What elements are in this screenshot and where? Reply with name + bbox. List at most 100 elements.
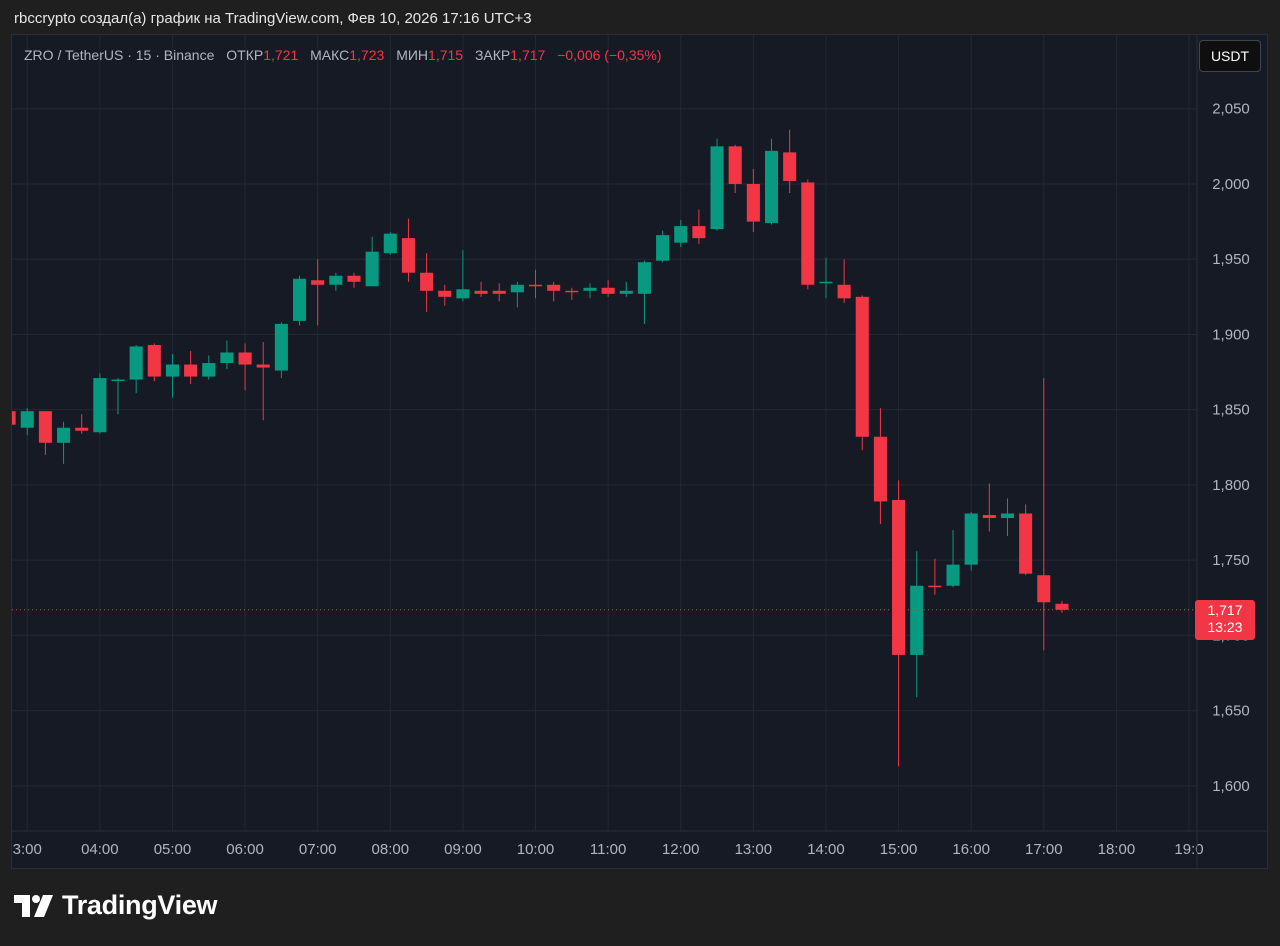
- candle[interactable]: [764, 138, 779, 225]
- candle-body: [38, 411, 52, 443]
- symbol-legend[interactable]: ZRO / TetherUS · 15 · Binance ОТКР1,721 …: [24, 47, 662, 63]
- candle[interactable]: [928, 558, 942, 595]
- candle[interactable]: [801, 179, 815, 290]
- candle-body: [438, 290, 452, 297]
- candle[interactable]: [1055, 600, 1069, 613]
- time-tick-label: 08:00: [372, 841, 410, 858]
- candle-body: [111, 379, 125, 382]
- candle[interactable]: [946, 530, 960, 588]
- candle-body: [256, 364, 270, 368]
- candle[interactable]: [311, 259, 325, 326]
- candle[interactable]: [274, 322, 288, 379]
- candle[interactable]: [256, 341, 270, 421]
- candle[interactable]: [165, 354, 180, 398]
- candle[interactable]: [38, 411, 52, 455]
- candle[interactable]: [783, 129, 797, 193]
- candle[interactable]: [347, 272, 361, 288]
- candle[interactable]: [184, 350, 198, 385]
- candle-body: [601, 287, 615, 294]
- candle-body: [928, 585, 942, 588]
- candle-body: [1000, 513, 1015, 519]
- candle[interactable]: [220, 340, 234, 370]
- brand-name: TradingView: [62, 890, 218, 920]
- candle[interactable]: [656, 230, 670, 263]
- candle-body: [656, 235, 670, 261]
- candle[interactable]: [129, 344, 143, 394]
- candle[interactable]: [147, 343, 161, 382]
- candle[interactable]: [492, 283, 506, 302]
- candle-body: [1055, 603, 1069, 610]
- time-tick-label: 05:00: [154, 841, 192, 858]
- candle-body: [728, 146, 742, 184]
- candle[interactable]: [819, 257, 833, 299]
- candle-body: [892, 499, 906, 655]
- candle-body: [510, 284, 524, 293]
- low-value: 1,715: [428, 47, 464, 63]
- candle[interactable]: [601, 280, 615, 297]
- time-tick-label: 14:00: [807, 841, 845, 858]
- price-tick-label: 1,900: [1212, 326, 1250, 343]
- candle[interactable]: [12, 408, 16, 426]
- candle[interactable]: [619, 281, 633, 297]
- candle[interactable]: [910, 551, 924, 698]
- candle[interactable]: [873, 408, 887, 525]
- candle[interactable]: [982, 483, 996, 532]
- candle[interactable]: [837, 259, 851, 303]
- close-label: ЗАКР: [474, 47, 511, 63]
- time-tick-label: 17:00: [1025, 841, 1063, 858]
- candle[interactable]: [75, 414, 89, 434]
- candle[interactable]: [238, 343, 252, 391]
- candle[interactable]: [111, 378, 125, 415]
- candle[interactable]: [293, 275, 307, 326]
- high-label: МАКС: [310, 47, 350, 63]
- low-label: МИН: [396, 47, 429, 63]
- candle[interactable]: [565, 287, 579, 300]
- candle[interactable]: [964, 511, 978, 571]
- tradingview-logo-icon: [14, 894, 53, 917]
- candle[interactable]: [20, 408, 34, 436]
- candle[interactable]: [93, 373, 107, 434]
- candle-body: [12, 411, 16, 425]
- candle[interactable]: [57, 421, 71, 464]
- candle[interactable]: [202, 355, 216, 380]
- candle-body: [492, 290, 506, 294]
- candle[interactable]: [710, 138, 724, 231]
- tradingview-brand[interactable]: TradingView: [14, 890, 218, 921]
- candle[interactable]: [892, 480, 906, 767]
- candle[interactable]: [383, 232, 397, 255]
- candle[interactable]: [547, 281, 561, 302]
- candle-body: [456, 289, 470, 299]
- candle[interactable]: [674, 220, 688, 248]
- close-value: 1,717: [510, 47, 546, 63]
- last-price-label: 1,717 13:23: [1195, 599, 1255, 640]
- candle[interactable]: [1019, 504, 1033, 576]
- candle[interactable]: [583, 283, 597, 299]
- candle[interactable]: [746, 168, 760, 233]
- currency-button[interactable]: USDT: [1199, 40, 1261, 72]
- candle[interactable]: [474, 281, 488, 297]
- candle[interactable]: [401, 218, 415, 282]
- candle-body: [202, 363, 216, 377]
- chart-panel[interactable]: 2,0502,0001,9501,9001,8501,8001,7501,700…: [11, 34, 1268, 869]
- candle[interactable]: [637, 260, 651, 324]
- candle[interactable]: [329, 272, 343, 291]
- candlestick-chart[interactable]: 2,0502,0001,9501,9001,8501,8001,7501,700…: [12, 35, 1267, 868]
- candle[interactable]: [438, 284, 452, 306]
- candle[interactable]: [420, 253, 434, 312]
- candle-body: [129, 346, 143, 380]
- candle[interactable]: [456, 250, 470, 302]
- time-tick-label: 06:00: [226, 841, 264, 858]
- price-tick-label: 2,050: [1212, 101, 1250, 118]
- candle[interactable]: [528, 269, 543, 299]
- candle[interactable]: [365, 236, 379, 287]
- candle[interactable]: [855, 295, 869, 451]
- candle[interactable]: [692, 209, 706, 245]
- time-tick-label: 04:00: [81, 841, 119, 858]
- candle[interactable]: [510, 281, 524, 308]
- candle-body: [801, 182, 815, 285]
- symbol-title[interactable]: ZRO / TetherUS · 15 · Binance: [24, 47, 215, 63]
- candle[interactable]: [1000, 498, 1015, 537]
- candle[interactable]: [728, 144, 742, 193]
- candle-body: [293, 278, 307, 321]
- candle[interactable]: [1037, 378, 1051, 651]
